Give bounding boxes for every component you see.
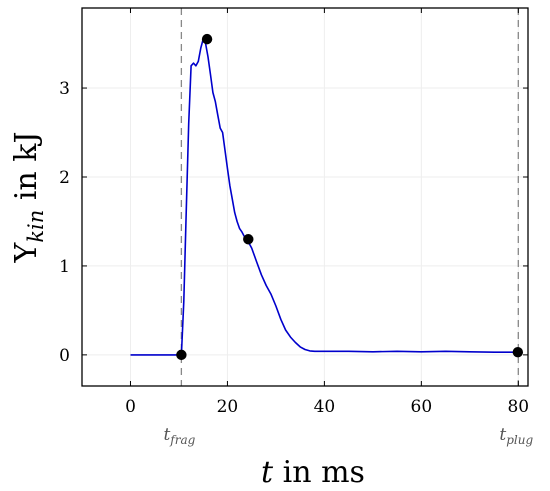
x-axis-title: t in ms — [261, 455, 365, 490]
y-tick-label: 3 — [59, 79, 70, 99]
x-tick-label: 20 — [217, 397, 239, 417]
x-tick-label: 80 — [507, 397, 529, 417]
data-point — [243, 234, 254, 245]
series-line — [130, 38, 519, 356]
y-tick-label: 1 — [59, 257, 70, 277]
data-point — [201, 33, 213, 45]
y-axis-title: Ykin in kJ — [9, 132, 48, 264]
plot-frame — [81, 7, 529, 387]
data-point — [176, 349, 187, 361]
data-point — [512, 347, 524, 358]
x-tick-label: 60 — [411, 397, 433, 417]
x-tick-label: 40 — [314, 397, 336, 417]
vline-label-plug: tplug — [499, 425, 533, 447]
x-tick-label: 0 — [125, 397, 136, 417]
vline-label-frag: tfrag — [163, 425, 195, 447]
y-tick-label: 0 — [59, 346, 70, 366]
y-tick-label: 2 — [59, 168, 70, 188]
